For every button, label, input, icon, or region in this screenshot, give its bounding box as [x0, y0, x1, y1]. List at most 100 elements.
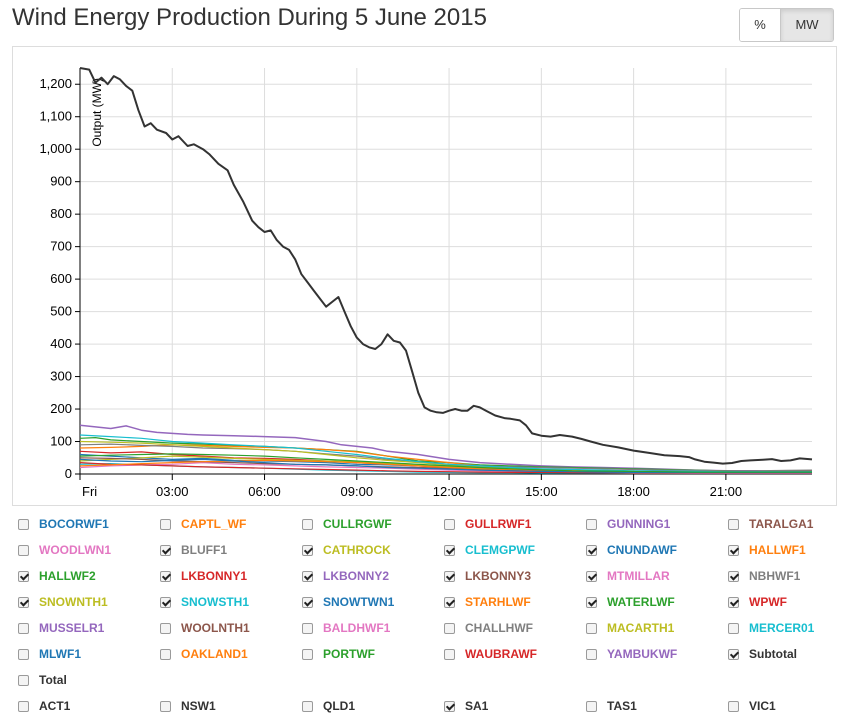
legend-label[interactable]: OAKLAND1 [181, 647, 248, 661]
legend-label[interactable]: MUSSELR1 [39, 621, 105, 635]
legend-item-baldhwf1[interactable]: BALDHWF1 [302, 618, 390, 638]
legend-checkbox[interactable] [18, 596, 29, 608]
legend-item-challhwf[interactable]: CHALLHWF [444, 618, 533, 638]
legend-checkbox[interactable] [302, 648, 313, 660]
legend-item-taralga1[interactable]: TARALGA1 [728, 514, 813, 534]
legend-checkbox[interactable] [586, 544, 597, 556]
legend-label[interactable]: Total [39, 673, 67, 687]
legend-checkbox[interactable] [444, 596, 455, 608]
legend-checkbox[interactable] [160, 570, 171, 582]
legend-checkbox[interactable] [444, 700, 455, 712]
legend-label[interactable]: BOCORWF1 [39, 517, 109, 531]
legend-label[interactable]: WPWF [749, 595, 787, 609]
legend-label[interactable]: ACT1 [39, 699, 71, 713]
legend-item-qld1[interactable]: QLD1 [302, 696, 355, 716]
legend-item-hallwf1[interactable]: HALLWF1 [728, 540, 806, 560]
legend-item-lkbonny2[interactable]: LKBONNY2 [302, 566, 389, 586]
legend-item-starhlwf[interactable]: STARHLWF [444, 592, 531, 612]
legend-item-total[interactable]: Total [18, 670, 67, 690]
legend-label[interactable]: QLD1 [323, 699, 356, 713]
legend-item-wpwf[interactable]: WPWF [728, 592, 787, 612]
legend-checkbox[interactable] [586, 518, 597, 530]
legend-label[interactable]: BLUFF1 [181, 543, 227, 557]
legend-item-waubrawf[interactable]: WAUBRAWF [444, 644, 537, 664]
legend-label[interactable]: MERCER01 [749, 621, 815, 635]
legend-label[interactable]: MACARTH1 [607, 621, 675, 635]
legend-label[interactable]: TARALGA1 [749, 517, 814, 531]
legend-item-gunning1[interactable]: GUNNING1 [586, 514, 670, 534]
legend-checkbox[interactable] [18, 570, 29, 582]
legend-label[interactable]: SNOWTWN1 [323, 595, 395, 609]
legend-checkbox[interactable] [302, 596, 313, 608]
legend-checkbox[interactable] [444, 518, 455, 530]
legend-checkbox[interactable] [18, 622, 29, 634]
legend-label[interactable]: LKBONNY1 [181, 569, 248, 583]
legend-label[interactable]: STARHLWF [465, 595, 531, 609]
legend-checkbox[interactable] [18, 544, 29, 556]
legend-checkbox[interactable] [160, 518, 171, 530]
legend-label[interactable]: SNOWSTH1 [181, 595, 250, 609]
legend-item-lkbonny1[interactable]: LKBONNY1 [160, 566, 247, 586]
legend-item-gullrwf1[interactable]: GULLRWF1 [444, 514, 531, 534]
legend-label[interactable]: WOODLWN1 [39, 543, 111, 557]
legend-item-clemgpwf[interactable]: CLEMGPWF [444, 540, 535, 560]
legend-checkbox[interactable] [728, 596, 739, 608]
legend-item-nsw1[interactable]: NSW1 [160, 696, 216, 716]
legend-label[interactable]: SA1 [465, 699, 489, 713]
legend-checkbox[interactable] [302, 700, 313, 712]
legend-label[interactable]: CULLRGWF [323, 517, 392, 531]
legend-label[interactable]: MLWF1 [39, 647, 81, 661]
legend-item-macarth1[interactable]: MACARTH1 [586, 618, 674, 638]
legend-checkbox[interactable] [586, 700, 597, 712]
legend-checkbox[interactable] [728, 700, 739, 712]
legend-checkbox[interactable] [586, 596, 597, 608]
legend-checkbox[interactable] [444, 544, 455, 556]
legend-label[interactable]: WOOLNTH1 [181, 621, 250, 635]
legend-checkbox[interactable] [160, 596, 171, 608]
legend-label[interactable]: GULLRWF1 [465, 517, 532, 531]
legend-item-mlwf1[interactable]: MLWF1 [18, 644, 81, 664]
legend-label[interactable]: HALLWF2 [39, 569, 96, 583]
mw-button[interactable]: MW [781, 9, 833, 41]
legend-item-bluff1[interactable]: BLUFF1 [160, 540, 227, 560]
legend-label[interactable]: HALLWF1 [749, 543, 806, 557]
legend-checkbox[interactable] [444, 622, 455, 634]
legend-checkbox[interactable] [728, 518, 739, 530]
legend-label[interactable]: CNUNDAWF [607, 543, 677, 557]
legend-item-oakland1[interactable]: OAKLAND1 [160, 644, 248, 664]
legend-label[interactable]: BALDHWF1 [323, 621, 391, 635]
legend-item-sa1[interactable]: SA1 [444, 696, 488, 716]
legend-label[interactable]: LKBONNY3 [465, 569, 532, 583]
legend-label[interactable]: NSW1 [181, 699, 216, 713]
legend-checkbox[interactable] [18, 648, 29, 660]
legend-label[interactable]: MTMILLAR [607, 569, 670, 583]
legend-label[interactable]: VIC1 [749, 699, 776, 713]
legend-item-yambukwf[interactable]: YAMBUKWF [586, 644, 677, 664]
legend-label[interactable]: CATHROCK [323, 543, 391, 557]
legend-checkbox[interactable] [302, 570, 313, 582]
legend-item-snowtwn1[interactable]: SNOWTWN1 [302, 592, 394, 612]
legend-checkbox[interactable] [444, 648, 455, 660]
legend-item-musselr1[interactable]: MUSSELR1 [18, 618, 104, 638]
legend-label[interactable]: PORTWF [323, 647, 375, 661]
legend-item-lkbonny3[interactable]: LKBONNY3 [444, 566, 531, 586]
legend-label[interactable]: CAPTL_WF [181, 517, 247, 531]
legend-item-act1[interactable]: ACT1 [18, 696, 70, 716]
legend-label[interactable]: Subtotal [749, 647, 797, 661]
legend-item-cathrock[interactable]: CATHROCK [302, 540, 391, 560]
legend-label[interactable]: WAUBRAWF [465, 647, 537, 661]
legend-checkbox[interactable] [18, 700, 29, 712]
legend-checkbox[interactable] [302, 518, 313, 530]
legend-item-tas1[interactable]: TAS1 [586, 696, 637, 716]
legend-checkbox[interactable] [160, 648, 171, 660]
legend-label[interactable]: CHALLHWF [465, 621, 533, 635]
legend-checkbox[interactable] [586, 648, 597, 660]
legend-label[interactable]: YAMBUKWF [607, 647, 678, 661]
legend-label[interactable]: CLEMGPWF [465, 543, 535, 557]
legend-checkbox[interactable] [18, 674, 29, 686]
legend-label[interactable]: TAS1 [607, 699, 637, 713]
legend-checkbox[interactable] [18, 518, 29, 530]
legend-item-mercer01[interactable]: MERCER01 [728, 618, 814, 638]
legend-label[interactable]: GUNNING1 [607, 517, 671, 531]
legend-checkbox[interactable] [160, 700, 171, 712]
